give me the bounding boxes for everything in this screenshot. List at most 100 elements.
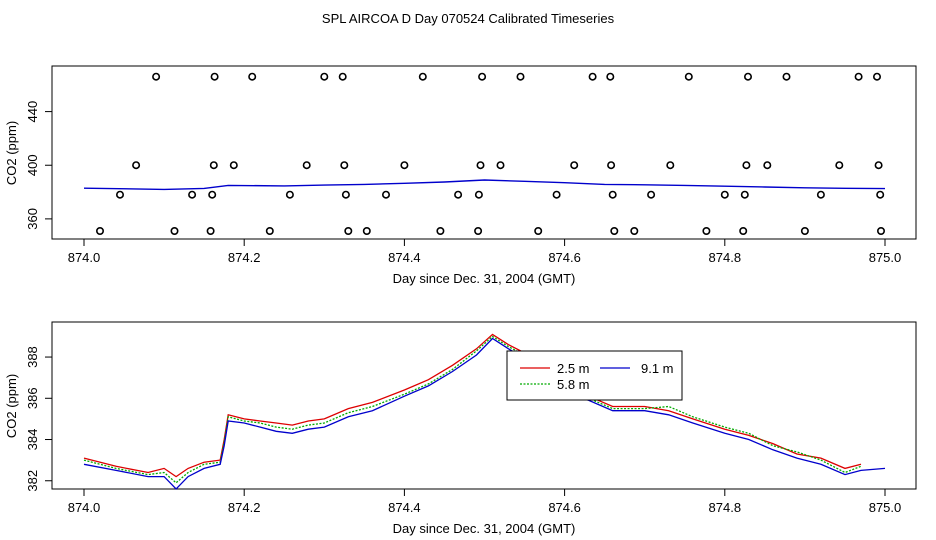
p1-point-32 bbox=[534, 227, 543, 236]
p1-point-46 bbox=[739, 227, 748, 236]
p2-xtick-label-1: 874.2 bbox=[228, 500, 261, 515]
panel-bottom-x-ticks: 874.0 874.2 874.4 874.6 874.8 875.0 bbox=[68, 489, 902, 515]
p1-point-56 bbox=[872, 72, 881, 81]
p1-point-17 bbox=[340, 161, 349, 170]
p1-point-54 bbox=[835, 161, 844, 170]
panel-bottom-series-lines bbox=[83, 333, 886, 490]
p1-point-49 bbox=[743, 72, 752, 81]
p1-point-38 bbox=[608, 190, 617, 199]
p1-point-41 bbox=[647, 190, 656, 199]
p2-ytick-label-0: 382 bbox=[25, 470, 40, 492]
p1-point-13 bbox=[285, 190, 294, 199]
legend-box bbox=[506, 350, 683, 401]
p1-point-37 bbox=[607, 161, 616, 170]
p1-point-20 bbox=[362, 227, 371, 236]
p2-xtick-label-5: 875.0 bbox=[869, 500, 902, 515]
p1-point-57 bbox=[874, 161, 883, 170]
p1-point-5 bbox=[188, 190, 197, 199]
p1-point-10 bbox=[229, 161, 238, 170]
p1-point-53 bbox=[816, 190, 825, 199]
p2-series-2-5-m bbox=[83, 333, 862, 478]
panel-top-ylabel: CO2 (ppm) bbox=[4, 121, 19, 185]
p1-point-35 bbox=[588, 72, 597, 81]
p1-point-25 bbox=[454, 190, 463, 199]
panel-bottom-y-ticks: 382 384 386 388 bbox=[25, 346, 52, 492]
p1-point-55 bbox=[854, 72, 863, 81]
panel-bottom-xlabel: Day since Dec. 31, 2004 (GMT) bbox=[393, 521, 576, 536]
p1-ytick-label-0: 360 bbox=[25, 208, 40, 230]
p1-point-59 bbox=[876, 227, 885, 236]
p1-point-1 bbox=[116, 190, 125, 199]
p1-point-2 bbox=[132, 161, 141, 170]
p2-ytick-label-3: 388 bbox=[25, 346, 40, 368]
p1-point-7 bbox=[208, 190, 217, 199]
p1-point-52 bbox=[800, 227, 809, 236]
p1-point-27 bbox=[474, 190, 483, 199]
p1-point-26 bbox=[474, 227, 483, 236]
p2-ytick-label-2: 386 bbox=[25, 387, 40, 409]
p1-point-31 bbox=[516, 72, 525, 81]
p1-xtick-label-3: 874.6 bbox=[548, 250, 581, 265]
p1-point-12 bbox=[265, 227, 274, 236]
p1-point-42 bbox=[666, 161, 675, 170]
p1-point-30 bbox=[496, 161, 505, 170]
p1-point-21 bbox=[381, 190, 390, 199]
p1-point-22 bbox=[400, 161, 409, 170]
p1-point-8 bbox=[209, 161, 218, 170]
p1-point-6 bbox=[206, 227, 215, 236]
p2-series-5-8-m bbox=[83, 335, 862, 484]
p1-point-11 bbox=[248, 72, 257, 81]
p2-xtick-label-0: 874.0 bbox=[68, 500, 101, 515]
panel-top: 874.0 874.2 874.4 874.6 874.8 875.0 360 400 440… bbox=[4, 65, 917, 286]
p1-point-29 bbox=[478, 72, 487, 81]
p1-point-45 bbox=[720, 190, 729, 199]
panel-bottom: 874.0 874.2 874.4 874.6 874.8 875.0 382 384 386… bbox=[4, 321, 917, 536]
p1-xtick-label-2: 874.4 bbox=[388, 250, 421, 265]
p1-point-15 bbox=[320, 72, 329, 81]
panel-top-xlabel: Day since Dec. 31, 2004 (GMT) bbox=[393, 271, 576, 286]
p1-point-36 bbox=[606, 72, 615, 81]
legend-label-9-1m: 9.1 m bbox=[641, 361, 674, 376]
p1-point-9 bbox=[210, 72, 219, 81]
panel-top-series-line bbox=[83, 179, 886, 191]
p1-point-14 bbox=[302, 161, 311, 170]
legend: 2.5 m 9.1 m 5.8 m bbox=[506, 350, 683, 401]
p1-point-16 bbox=[338, 72, 347, 81]
p2-ytick-label-1: 384 bbox=[25, 429, 40, 451]
p1-ytick-label-1: 400 bbox=[25, 154, 40, 176]
p2-xtick-label-2: 874.4 bbox=[388, 500, 421, 515]
p1-xtick-label-1: 874.2 bbox=[228, 250, 261, 265]
panel-top-points bbox=[96, 72, 885, 236]
p2-series-9-1-m bbox=[83, 337, 886, 490]
p1-point-19 bbox=[344, 227, 353, 236]
p2-xtick-label-3: 874.6 bbox=[548, 500, 581, 515]
p1-point-4 bbox=[170, 227, 179, 236]
p1-point-33 bbox=[552, 190, 561, 199]
p1-xtick-label-4: 874.8 bbox=[709, 250, 742, 265]
p1-xtick-label-0: 874.0 bbox=[68, 250, 101, 265]
legend-label-5-8m: 5.8 m bbox=[557, 377, 590, 392]
p1-ytick-label-2: 440 bbox=[25, 101, 40, 123]
p1-point-3 bbox=[152, 72, 161, 81]
legend-label-2-5m: 2.5 m bbox=[557, 361, 590, 376]
p1-point-40 bbox=[630, 227, 639, 236]
p1-point-34 bbox=[570, 161, 579, 170]
p1-point-47 bbox=[740, 190, 749, 199]
panel-top-x-ticks: 874.0 874.2 874.4 874.6 874.8 875.0 bbox=[68, 239, 902, 265]
p1-timeseries-line bbox=[83, 179, 886, 191]
p1-point-48 bbox=[742, 161, 751, 170]
p1-point-51 bbox=[782, 72, 791, 81]
p1-point-28 bbox=[476, 161, 485, 170]
p1-point-58 bbox=[876, 190, 885, 199]
panel-bottom-ylabel: CO2 (ppm) bbox=[4, 374, 19, 438]
figure-title: SPL AIRCOA D Day 070524 Calibrated Times… bbox=[322, 11, 615, 26]
p1-point-18 bbox=[341, 190, 350, 199]
p2-xtick-label-4: 874.8 bbox=[709, 500, 742, 515]
panel-top-y-ticks: 360 400 440 bbox=[25, 101, 52, 230]
p1-point-0 bbox=[96, 227, 105, 236]
p1-point-44 bbox=[702, 227, 711, 236]
p1-xtick-label-5: 875.0 bbox=[869, 250, 902, 265]
panel-top-frame bbox=[51, 65, 917, 240]
p1-point-39 bbox=[610, 227, 619, 236]
